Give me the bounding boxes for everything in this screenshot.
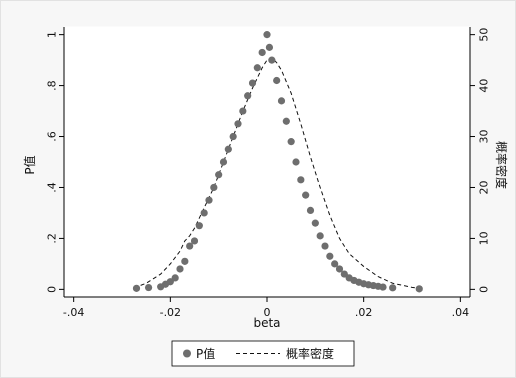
right-y-axis-ticks: 0 10 20 30 40 50 [470,28,491,293]
plot-background [64,27,470,297]
x-tick-label: .02 [355,306,373,319]
pvalue-point [229,132,237,141]
pvalue-point [340,270,348,278]
pvalue-point [224,145,232,153]
x-axis-ticks: -.04 -.02 0 .02 .04 [63,297,469,319]
pvalue-point [415,285,423,293]
pvalue-point [335,265,344,273]
pvalue-point [321,242,329,250]
left-y-axis-title: P值 [22,155,37,174]
pvalue-point [219,158,228,166]
x-axis-title: beta [253,316,280,330]
pvalue-point [389,284,397,292]
pvalue-point [311,219,319,227]
pvalue-point [181,257,189,265]
pvalue-point [186,242,194,250]
pvalue-point [292,158,300,166]
right-y-tick-label: 30 [478,130,491,144]
pvalue-point [205,196,213,204]
pvalue-point [171,274,179,282]
x-tick-label: .04 [452,306,470,319]
x-tick-label: 0 [264,306,271,319]
pvalue-point [265,43,274,51]
pvalue-point [316,232,324,240]
right-y-tick-label: 20 [478,180,491,194]
pvalue-point [268,56,276,64]
pvalue-point [239,107,247,115]
left-y-tick-label: .4 [46,182,59,193]
right-y-tick-label: 40 [478,79,491,93]
pvalue-point [287,138,295,146]
pvalue-point [210,183,218,192]
pvalue-point [277,97,286,105]
pvalue-point [302,191,310,199]
legend: P值 概率密度 [171,340,355,367]
left-y-tick-label: .2 [46,233,59,244]
pvalue-point [215,171,223,179]
pvalue-point [326,252,334,260]
pvalue-point [248,79,257,87]
pvalue-point [234,120,242,128]
legend-label-density: 概率密度 [286,346,334,361]
pvalue-series [132,31,423,293]
right-y-tick-label: 50 [478,28,491,42]
pvalue-point [258,48,266,57]
pvalue-point [253,64,261,72]
left-y-tick-label: 1 [46,31,59,38]
pvalue-point [306,206,315,214]
left-y-tick-label: 0 [46,286,59,293]
pvalue-point [132,284,141,292]
legend-marker-pvalue [183,349,191,358]
legend-label-pvalue: P值 [196,346,215,361]
legend-box [171,340,355,367]
pvalue-point [273,76,281,85]
pvalue-point [263,31,271,39]
pvalue-point [244,92,252,100]
pvalue-point [144,283,153,292]
right-y-axis-title: 概率密度 [494,141,509,189]
pvalue-point [379,283,387,291]
pvalue-point [297,176,305,184]
left-y-tick-label: .8 [46,80,59,91]
pvalue-point [190,237,199,245]
density-series [133,56,420,289]
density-line [133,56,420,289]
left-y-tick-label: .6 [46,131,59,142]
pvalue-point [331,260,339,268]
right-y-tick-label: 10 [478,231,491,245]
x-tick-label: -.02 [160,306,181,319]
x-tick-label: -.04 [63,306,84,319]
pvalue-point [195,222,203,230]
left-y-axis-ticks: 0 .2 .4 .6 .8 1 [46,31,64,293]
pvalue-point [166,278,174,286]
pvalue-point [282,117,290,125]
pvalue-point [176,265,184,273]
right-y-tick-label: 0 [478,286,491,293]
pvalue-point [200,209,208,217]
